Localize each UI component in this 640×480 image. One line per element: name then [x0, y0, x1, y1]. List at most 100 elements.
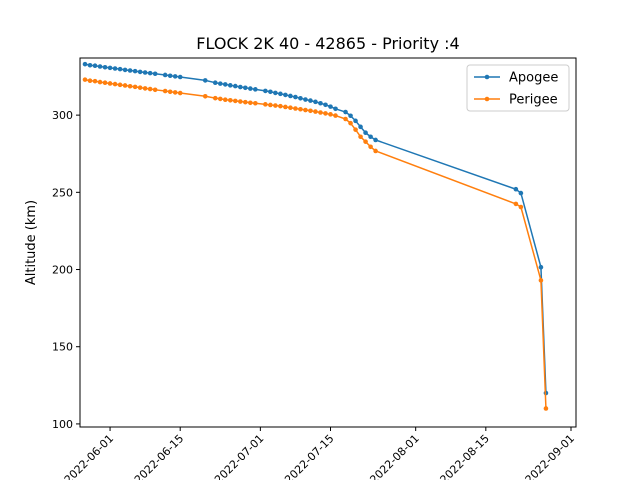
apogee-point — [343, 109, 348, 115]
x-axis: 2022-06-01 2022-06-15 2022-07-01 2022-07-15… — [62, 427, 577, 480]
perigee-point — [368, 144, 373, 150]
perigee-point — [122, 83, 128, 88]
perigee-point — [87, 78, 93, 83]
x-tick-label: 2022-08-15 — [438, 432, 492, 480]
perigee-point — [538, 278, 544, 283]
perigee-point — [167, 89, 173, 95]
apogee-point — [147, 70, 153, 76]
apogee-point — [202, 78, 208, 83]
apogee-point — [162, 72, 168, 78]
apogee-point — [293, 94, 298, 100]
apogee-point — [353, 118, 358, 124]
x-tick-label: 2022-08-01 — [367, 432, 421, 480]
perigee-point — [353, 127, 358, 132]
perigee-point — [102, 80, 108, 85]
y-tick-label: 200 — [52, 264, 73, 277]
plot-frame — [79, 57, 577, 428]
apogee-point — [152, 71, 158, 77]
perigee-point — [92, 78, 98, 84]
apogee-point — [228, 83, 233, 88]
perigee-point — [142, 86, 148, 91]
perigee-point — [117, 82, 123, 88]
apogee-point — [263, 88, 268, 94]
apogee-point — [538, 264, 544, 270]
apogee-point — [518, 190, 524, 196]
perigee-point — [172, 90, 178, 95]
x-tick-label: 2022-07-15 — [282, 432, 336, 480]
apogee-point — [87, 62, 93, 68]
apogee-point — [288, 93, 293, 99]
perigee-point — [268, 102, 273, 108]
apogee-point — [142, 70, 148, 75]
perigee-point — [112, 81, 118, 87]
perigee-point — [333, 113, 338, 118]
apogee-point — [253, 87, 258, 92]
chart-title: FLOCK 2K 40 - 42865 - Priority :4 — [196, 34, 459, 53]
apogee-point — [513, 186, 519, 192]
perigee-point — [323, 111, 328, 116]
legend-label-apogee: Apogee — [509, 71, 558, 86]
perigee-point — [238, 99, 243, 104]
perigee-point — [358, 134, 363, 140]
perigee-point — [283, 104, 288, 110]
apogee-point — [243, 85, 248, 91]
perigee-point — [107, 81, 113, 86]
plot-series — [82, 61, 549, 411]
perigee-point — [328, 112, 333, 117]
apogee-point — [328, 104, 333, 109]
perigee-point — [313, 109, 318, 114]
y-tick-label: 300 — [52, 109, 73, 122]
perigee-point — [373, 148, 378, 154]
apogee-point — [368, 134, 373, 140]
apogee-point — [313, 99, 318, 105]
perigee-point — [288, 105, 293, 111]
perigee-point — [82, 77, 88, 82]
legend: Apogee Perigee — [466, 64, 570, 112]
apogee-point — [233, 83, 238, 89]
perigee-point — [543, 406, 549, 411]
perigee-point — [298, 106, 303, 112]
apogee-point — [238, 84, 243, 90]
perigee-point — [318, 110, 323, 115]
apogee-point — [283, 92, 288, 98]
apogee-point — [333, 106, 338, 112]
perigee-point — [177, 90, 183, 96]
perigee-point — [147, 86, 153, 92]
legend-label-perigee: Perigee — [509, 93, 558, 108]
apogee-point — [102, 64, 108, 70]
apogee-point — [273, 90, 278, 96]
apogee-point — [323, 102, 328, 108]
y-tick-label: 150 — [52, 341, 73, 354]
apogee-point — [318, 100, 323, 106]
perigee-point — [202, 93, 208, 99]
apogee-point — [217, 81, 223, 86]
perigee-point — [253, 100, 258, 106]
perigee-point — [303, 107, 308, 113]
perigee-point — [152, 87, 158, 93]
perigee-point — [233, 98, 238, 104]
x-tick-label: 2022-06-01 — [62, 432, 116, 480]
x-tick-label: 2022-06-15 — [132, 432, 186, 480]
apogee-point — [268, 89, 273, 95]
apogee-point — [82, 61, 88, 67]
perigee-point — [97, 79, 103, 85]
perigee-point — [343, 116, 348, 122]
perigee-point — [162, 88, 168, 94]
apogee-point — [308, 98, 313, 103]
apogee-point — [127, 68, 133, 73]
y-axis-label: Altitude (km) — [24, 200, 39, 285]
apogee-point — [248, 86, 253, 91]
perigee-point — [248, 100, 253, 106]
perigee-point — [518, 204, 524, 210]
apogee-point — [373, 137, 378, 143]
perigee-point — [127, 83, 133, 89]
perigee-point — [263, 102, 268, 107]
perigee-point — [228, 98, 233, 103]
y-axis: 100 150 200 250 300 — [52, 109, 80, 431]
apogee-point — [167, 73, 173, 79]
perigee-point — [222, 97, 228, 102]
apogee-point — [358, 124, 363, 130]
apogee-point — [122, 67, 128, 73]
y-tick-label: 100 — [52, 418, 73, 431]
